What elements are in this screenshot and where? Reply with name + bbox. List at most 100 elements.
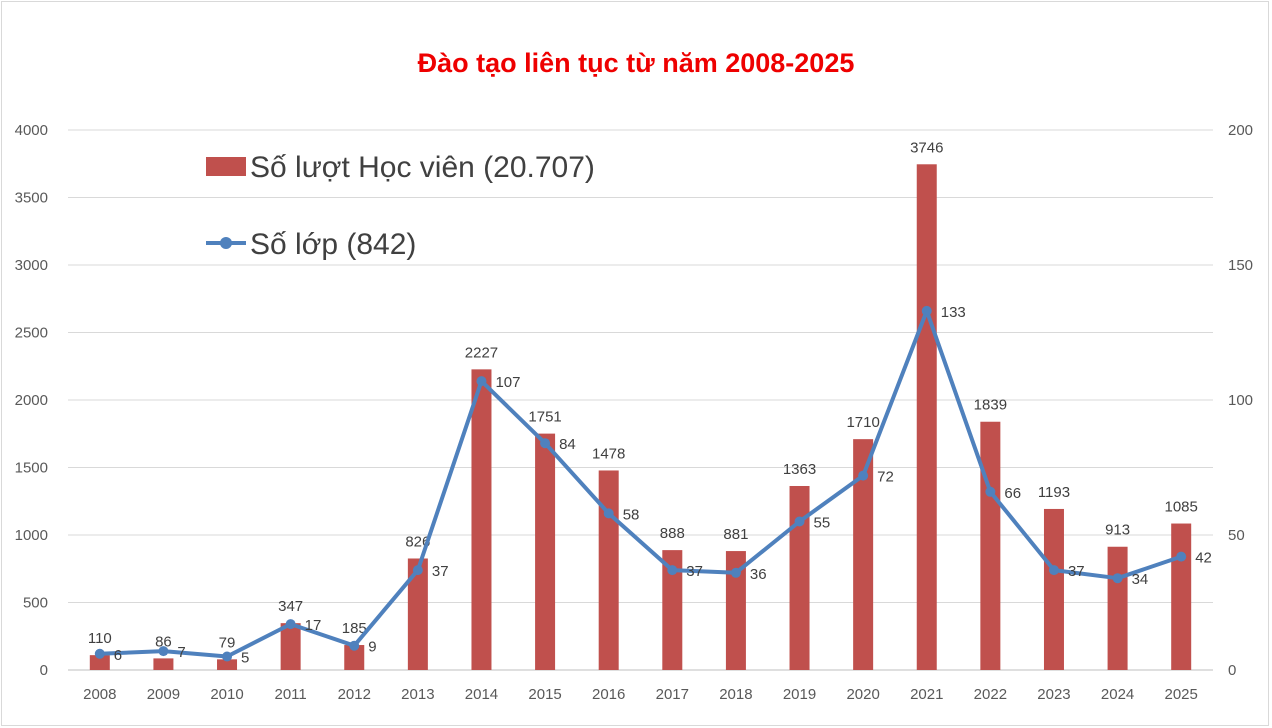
legend-swatch-marker (220, 237, 232, 249)
y-right-tick-label: 100 (1228, 392, 1253, 409)
line-data-label: 55 (814, 515, 831, 532)
x-tick-label: 2015 (528, 686, 561, 703)
bar-data-label: 913 (1105, 522, 1130, 539)
bar (598, 470, 619, 670)
bar (344, 645, 365, 670)
x-tick-label: 2025 (1165, 686, 1198, 703)
line-data-label: 6 (114, 647, 122, 664)
line-point (1048, 565, 1059, 576)
x-tick-label: 2024 (1101, 686, 1134, 703)
bar (725, 551, 746, 670)
line-data-label: 84 (559, 436, 576, 453)
line-point (1176, 551, 1187, 562)
bar-data-label: 1085 (1165, 499, 1198, 516)
line-point (1112, 573, 1123, 584)
line-point (285, 619, 296, 630)
y-left-tick-label: 2500 (15, 325, 48, 342)
line-point (730, 567, 741, 578)
line-data-label: 9 (368, 639, 376, 656)
y-right-tick-label: 150 (1228, 257, 1253, 274)
x-tick-label: 2012 (338, 686, 371, 703)
x-tick-label: 2011 (275, 686, 307, 703)
bar (1171, 523, 1192, 670)
x-tick-label: 2014 (465, 686, 498, 703)
x-tick-label: 2018 (719, 686, 752, 703)
x-tick-label: 2023 (1037, 686, 1070, 703)
line-data-label: 107 (495, 374, 520, 391)
bar-data-label: 79 (219, 634, 236, 651)
bar (853, 439, 874, 670)
bar-data-label: 1839 (974, 397, 1007, 414)
y-left-tick-label: 3000 (15, 257, 48, 274)
bar (535, 433, 556, 670)
line-data-label: 66 (1004, 485, 1021, 502)
y-left-tick-label: 3500 (15, 190, 48, 207)
line-point (603, 508, 614, 519)
bar (980, 421, 1001, 670)
bar (916, 164, 937, 671)
line-point (476, 376, 487, 387)
line-data-label: 58 (623, 506, 640, 523)
bar (662, 550, 683, 670)
x-tick-label: 2017 (656, 686, 689, 703)
line-series (97, 308, 1184, 659)
y-left-tick-label: 4000 (15, 122, 48, 139)
bar-data-label: 2227 (465, 344, 498, 361)
x-tick-label: 2022 (974, 686, 1007, 703)
legend-label-line: Số lớp (842) (250, 228, 416, 261)
bar-data-label: 110 (88, 630, 112, 647)
legend-label-bars: Số lượt Học viên (20.707) (250, 151, 595, 184)
line-data-label: 17 (305, 617, 322, 634)
x-tick-label: 2009 (147, 686, 180, 703)
line-data-label: 42 (1195, 550, 1212, 567)
bar (280, 623, 301, 670)
line-data-label: 37 (1068, 563, 1085, 580)
bar (789, 485, 810, 670)
y-right-tick-label: 200 (1228, 122, 1253, 139)
bar-data-label: 1193 (1038, 484, 1070, 501)
line-point (921, 305, 932, 316)
line-point (222, 651, 233, 662)
y-left-tick-label: 2000 (15, 392, 48, 409)
legend-swatch-bars (206, 157, 246, 176)
bar-data-label: 1710 (846, 414, 879, 431)
x-tick-label: 2013 (401, 686, 434, 703)
line-data-label: 7 (177, 644, 185, 661)
x-tick-label: 2008 (83, 686, 116, 703)
x-tick-label: 2019 (783, 686, 816, 703)
line-point (94, 648, 105, 659)
line-data-label: 133 (941, 304, 966, 321)
x-tick-label: 2021 (910, 686, 943, 703)
bar-data-label: 86 (155, 633, 172, 650)
bar (217, 659, 238, 670)
bar-data-label: 1751 (528, 409, 561, 426)
line-point (158, 646, 169, 657)
line-data-label: 36 (750, 566, 767, 583)
line-point (412, 565, 423, 576)
bar (89, 655, 110, 670)
y-right-tick-label: 50 (1228, 527, 1245, 544)
bar (471, 369, 492, 670)
bar-data-label: 1363 (783, 461, 816, 478)
line-data-label: 5 (241, 650, 249, 667)
bar-data-label: 1478 (592, 445, 625, 462)
line-data-label: 37 (432, 563, 449, 580)
line-data-label: 72 (877, 469, 894, 486)
x-tick-label: 2010 (210, 686, 243, 703)
y-left-tick-label: 500 (23, 595, 48, 612)
line-data-label: 34 (1132, 571, 1149, 588)
bar (153, 658, 174, 670)
bar-data-label: 3746 (910, 139, 943, 156)
bar-data-label: 347 (278, 598, 303, 615)
line-point (349, 640, 360, 651)
line-point (985, 486, 996, 497)
y-left-tick-label: 1000 (15, 527, 48, 544)
x-tick-label: 2020 (846, 686, 879, 703)
y-left-tick-label: 1500 (15, 460, 48, 477)
line-point (667, 565, 678, 576)
line-point (858, 470, 869, 481)
chart-title: Đào tạo liên tục từ năm 2008-2025 (417, 48, 855, 78)
bar-data-label: 185 (342, 620, 367, 637)
